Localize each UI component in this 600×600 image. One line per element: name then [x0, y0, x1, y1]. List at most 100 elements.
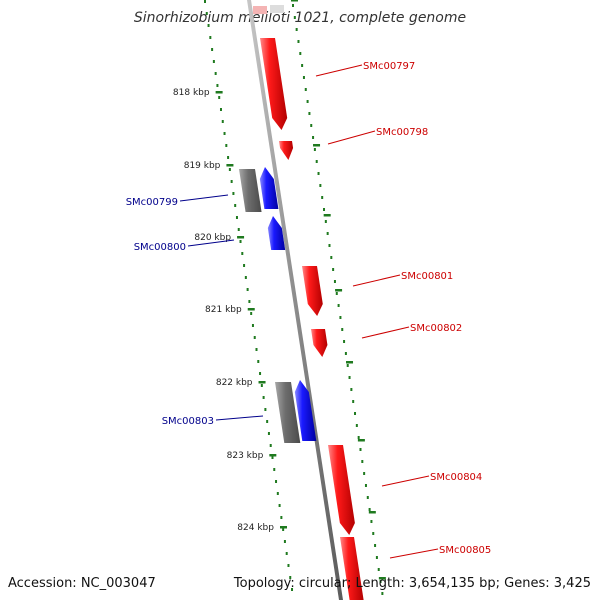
tick-dot	[250, 312, 253, 315]
tick-dot	[271, 456, 274, 459]
tick-dot	[276, 492, 279, 495]
partial-gene-top	[253, 5, 284, 14]
label-leader-line	[389, 548, 439, 559]
tick-dots-left	[204, 0, 294, 591]
tick-dot	[357, 436, 360, 439]
tick-dot	[275, 480, 278, 483]
tick-dot	[214, 72, 217, 75]
tick-dot	[346, 364, 349, 367]
gene-label-smc00799[interactable]: SMc00799	[126, 197, 178, 208]
tick-label: 821 kbp	[205, 305, 242, 315]
tick-dot	[223, 132, 226, 135]
label-leader-line	[187, 239, 235, 247]
tick-dot	[260, 384, 263, 387]
tick-dot	[354, 412, 357, 415]
tick-dot	[337, 304, 340, 307]
tick-dot	[308, 112, 311, 115]
gene-label-smc00803[interactable]: SMc00803	[162, 416, 214, 427]
tick-label: 822 kbp	[216, 378, 253, 388]
gene-label-smc00798[interactable]: SMc00798	[376, 127, 428, 138]
tick-dot	[234, 204, 237, 207]
tick-dot	[352, 400, 355, 403]
tick-dot	[330, 256, 333, 259]
tick-dot	[207, 24, 210, 27]
tick-dot	[372, 532, 375, 535]
tick-dot	[324, 220, 327, 223]
tick-mark	[335, 289, 343, 292]
tick-mark	[291, 0, 298, 2]
gene-label-smc00805[interactable]: SMc00805	[439, 545, 491, 556]
gene-label-smc00800[interactable]: SMc00800	[134, 242, 186, 253]
tick-dot	[299, 52, 302, 55]
tick-dot	[237, 228, 240, 231]
tick-label: 824 kbp	[237, 523, 274, 533]
tick-dot	[339, 316, 342, 319]
gene-label-smc00797[interactable]: SMc00797	[363, 61, 415, 72]
label-leader-line	[179, 194, 229, 202]
gene-smc00805	[340, 537, 364, 600]
tick-dot	[295, 28, 298, 31]
tick-label: 823 kbp	[227, 451, 264, 461]
tick-dot	[246, 288, 249, 291]
tick-dot	[228, 168, 231, 171]
tick-dot	[310, 124, 313, 127]
tick-dot	[321, 196, 324, 199]
tick-mark	[237, 236, 245, 239]
tick-dot	[328, 244, 331, 247]
tick-dot	[211, 48, 214, 51]
gene-smc00800	[267, 216, 286, 250]
tick-dot	[230, 180, 233, 183]
tick-dot	[293, 16, 296, 19]
tick-dot	[205, 12, 208, 15]
pseudogene-block	[239, 169, 262, 212]
gene-smc00803	[294, 380, 317, 441]
tick-dot	[273, 468, 276, 471]
tick-dot	[244, 276, 247, 279]
tick-dot	[212, 60, 215, 63]
tick-dot	[257, 360, 260, 363]
tick-mark	[247, 308, 255, 311]
tick-label: 820 kbp	[194, 233, 231, 243]
tick-dot	[350, 388, 353, 391]
tick-mark	[378, 577, 386, 580]
pseudogene-block	[275, 382, 301, 443]
tick-mark	[226, 164, 234, 167]
tick-dot	[218, 96, 221, 99]
gene-label-smc00801[interactable]: SMc00801	[401, 271, 453, 282]
gene-smc00802	[311, 329, 328, 357]
tick-dot	[266, 420, 269, 423]
tick-dot	[363, 472, 366, 475]
genome-summary-label: Topology: circular; Length: 3,654,135 bp…	[233, 576, 591, 591]
tick-dot	[262, 396, 265, 399]
tick-dot	[292, 4, 294, 7]
tick-dot	[289, 576, 292, 579]
tick-mark	[323, 214, 331, 217]
gene-smc00798	[279, 141, 294, 160]
gene-smc00799	[259, 167, 279, 209]
tick-dot	[225, 144, 228, 147]
tick-dot	[232, 192, 235, 195]
tick-dot	[204, 0, 206, 3]
tick-dots-right	[292, 4, 384, 595]
tick-dot	[280, 516, 283, 519]
tick-dot	[364, 484, 367, 487]
tick-dot	[379, 580, 382, 583]
gene-label-smc00804[interactable]: SMc00804	[430, 472, 482, 483]
tick-dot	[269, 444, 272, 447]
tick-dot	[241, 252, 244, 255]
gene-labels: SMc00797 SMc00798 SMc00799 SMc00800 SMc00801…	[126, 61, 492, 556]
tick-mark	[368, 511, 376, 514]
map-title: Sinorhizobium meliloti 1021, complete ge…	[134, 10, 466, 26]
tick-dot	[259, 372, 262, 375]
tick-dot	[312, 136, 315, 139]
tick-dot	[306, 100, 309, 103]
tick-dot	[216, 84, 219, 87]
gene-label-smc00802[interactable]: SMc00802	[410, 323, 462, 334]
tick-dot	[209, 36, 212, 39]
gene-smc00797	[260, 38, 288, 130]
tick-dot	[282, 528, 285, 531]
tick-dot	[381, 592, 384, 595]
tick-mark	[279, 526, 287, 529]
tick-dot	[341, 328, 344, 331]
